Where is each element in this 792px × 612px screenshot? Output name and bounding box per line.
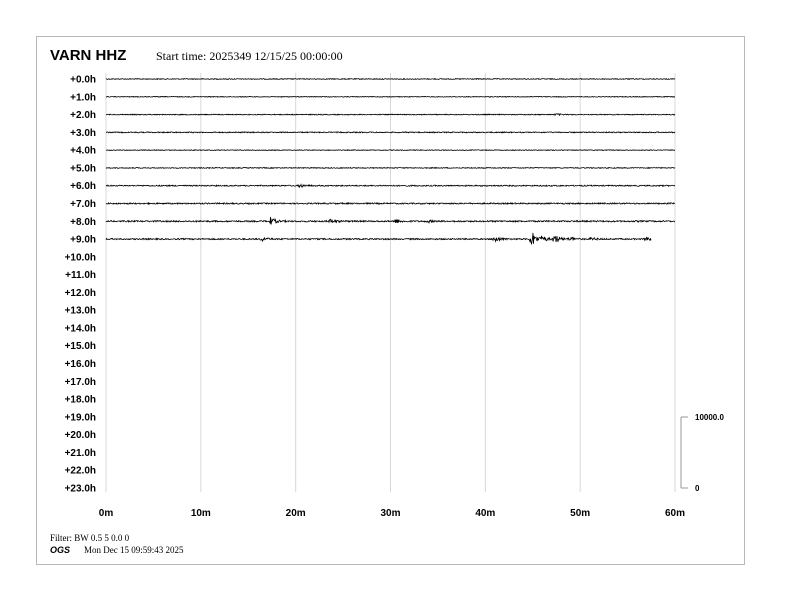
trace-row-6 (105, 183, 676, 189)
row-label: +1.0h (70, 92, 96, 103)
row-label: +8.0h (70, 217, 96, 228)
plot-timestamp: Mon Dec 15 09:59:43 2025 (84, 545, 184, 555)
scale-min-label: 0 (695, 484, 700, 493)
row-label: +15.0h (65, 341, 96, 352)
row-label: +18.0h (65, 395, 96, 406)
row-label: +23.0h (65, 484, 96, 495)
filter-text: Filter: BW 0.5 5 0.0 0 (50, 533, 130, 543)
row-label: +9.0h (70, 235, 96, 246)
row-label: +6.0h (70, 181, 96, 192)
scale-max-label: 10000.0 (695, 413, 724, 422)
row-label: +4.0h (70, 146, 96, 157)
row-label: +5.0h (70, 163, 96, 174)
row-label: +12.0h (65, 288, 96, 299)
start-time: Start time: 2025349 12/15/25 00:00:00 (156, 49, 343, 63)
row-label: +16.0h (65, 359, 96, 370)
x-tick-label: 40m (475, 508, 495, 519)
trace-row-2 (105, 112, 676, 117)
row-label: +2.0h (70, 110, 96, 121)
row-label: +17.0h (65, 377, 96, 388)
row-label: +14.0h (65, 323, 96, 334)
row-label: +20.0h (65, 430, 96, 441)
trace-row-3 (105, 131, 676, 134)
x-tick-label: 0m (99, 508, 114, 519)
x-tick-label: 10m (191, 508, 211, 519)
row-label: +21.0h (65, 448, 96, 459)
trace-row-4 (105, 149, 676, 152)
trace-row-8 (105, 216, 676, 225)
x-tick-label: 20m (286, 508, 306, 519)
trace-row-7 (105, 201, 676, 206)
row-label: +11.0h (65, 270, 96, 281)
station-title: VARN HHZ (50, 47, 126, 64)
agency-label: OGS (50, 545, 70, 555)
row-label: +13.0h (65, 306, 96, 317)
trace-row-9 (105, 232, 652, 245)
x-tick-label: 60m (665, 508, 685, 519)
trace-row-5 (105, 166, 676, 170)
row-label: +19.0h (65, 412, 96, 423)
trace-row-1 (105, 95, 676, 98)
x-tick-label: 50m (570, 508, 590, 519)
row-label: +22.0h (65, 466, 96, 477)
x-tick-label: 30m (380, 508, 400, 519)
row-label: +0.0h (70, 75, 96, 86)
row-label: +7.0h (70, 199, 96, 210)
row-label: +3.0h (70, 128, 96, 139)
amplitude-scale-bar: 10000.0 0 (680, 413, 724, 493)
trace-row-0 (105, 77, 676, 81)
helicorder-frame (36, 36, 745, 565)
row-label: +10.0h (65, 252, 96, 263)
